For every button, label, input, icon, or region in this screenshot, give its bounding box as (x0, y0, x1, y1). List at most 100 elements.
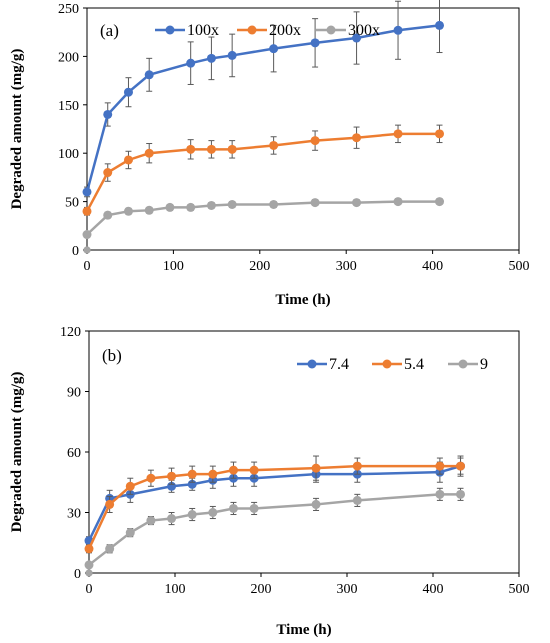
legend-marker (165, 25, 175, 35)
y-axis-label: Degraded amount (mg/g) (9, 49, 25, 210)
data-point (105, 544, 115, 554)
data-point (269, 140, 279, 150)
data-point (165, 202, 175, 212)
legend-label: 5.4 (404, 356, 424, 373)
series-7.4 (84, 455, 466, 577)
data-point (84, 544, 94, 554)
data-point (146, 473, 156, 483)
data-point (82, 230, 92, 240)
data-point (208, 508, 218, 517)
data-point (435, 489, 445, 499)
data-point (435, 461, 445, 471)
x-tick-label: 200 (249, 259, 270, 274)
series-line (85, 132, 440, 212)
y-axis-label: Degraded amount (mg/g) (9, 372, 25, 533)
y-tick-label: 30 (67, 507, 81, 522)
x-tick-label: 500 (509, 259, 530, 274)
legend-label: 300x (348, 22, 380, 39)
legend-entry: 300x (316, 22, 380, 39)
y-tick-label: 120 (60, 325, 81, 340)
data-point (208, 469, 218, 479)
data-point (393, 197, 403, 207)
legend-entry: 200x (237, 22, 301, 39)
y-tick-label: 150 (58, 99, 79, 114)
panel-label: (b) (102, 346, 122, 365)
legend-label: 7.4 (329, 356, 349, 373)
panel-a: 0 50 100 150 200 250 0 100 200 300 400 500 Time (h) D… (9, 0, 530, 308)
y-tick-label: 90 (67, 386, 81, 401)
data-point (435, 197, 445, 207)
data-point (103, 109, 113, 119)
y-tick-label: 50 (65, 196, 79, 211)
data-point (186, 202, 196, 212)
x-tick-label: 500 (509, 582, 530, 597)
data-point (311, 463, 321, 473)
data-point (144, 205, 154, 215)
data-point (311, 499, 321, 509)
data-point (456, 461, 466, 471)
data-point (456, 489, 466, 499)
data-point (249, 465, 259, 475)
legend-marker (307, 359, 317, 369)
x-tick-label: 400 (422, 259, 443, 274)
data-point (83, 246, 91, 254)
x-axis-label: Time (h) (276, 622, 331, 638)
legend-marker (458, 359, 468, 369)
x-tick-label: 200 (251, 582, 272, 597)
data-point (125, 528, 135, 538)
data-point (82, 206, 92, 216)
data-point (103, 168, 113, 178)
data-point (352, 198, 362, 208)
plot-frame (86, 7, 520, 251)
y-tick-label: 200 (58, 50, 79, 65)
data-point (352, 495, 362, 505)
y-tick-label: 0 (72, 244, 79, 259)
legend-label: 200x (269, 22, 301, 39)
data-point (103, 210, 113, 220)
data-point (228, 503, 238, 513)
data-point (352, 461, 362, 471)
data-point (187, 469, 197, 479)
series-line (86, 200, 440, 236)
y-tick-label: 60 (67, 446, 81, 461)
series-line (88, 493, 461, 566)
data-point (310, 38, 320, 48)
plot-frame (88, 330, 520, 574)
data-point (393, 129, 403, 139)
series-100x (82, 0, 445, 254)
data-point (85, 569, 93, 577)
data-point (269, 44, 279, 54)
data-point (228, 465, 238, 475)
data-point (310, 136, 320, 146)
x-tick-label: 0 (84, 259, 91, 274)
data-point (310, 198, 320, 208)
series-300x (82, 197, 445, 254)
legend-marker (247, 25, 257, 35)
data-point (105, 499, 115, 509)
data-point (125, 481, 135, 491)
data-point (352, 133, 362, 143)
data-point (187, 510, 197, 520)
y-tick-label: 100 (58, 147, 79, 162)
data-point (84, 560, 94, 570)
x-tick-label: 100 (165, 582, 186, 597)
series-line (87, 464, 461, 542)
series-9 (84, 487, 466, 577)
data-point (206, 53, 216, 63)
data-point (206, 200, 216, 210)
legend-entry: 9 (448, 356, 488, 373)
x-tick-label: 0 (86, 582, 93, 597)
data-point (186, 58, 196, 68)
x-tick-label: 300 (336, 259, 357, 274)
data-point (146, 516, 156, 526)
panel-label: (a) (100, 21, 119, 40)
data-point (393, 25, 403, 35)
data-point (206, 144, 216, 154)
data-point (167, 471, 177, 481)
y-tick-label: 250 (58, 2, 79, 17)
x-axis-label: Time (h) (275, 292, 330, 308)
data-point (82, 187, 92, 197)
legend-entry: 100x (155, 22, 219, 39)
data-point (227, 200, 237, 210)
